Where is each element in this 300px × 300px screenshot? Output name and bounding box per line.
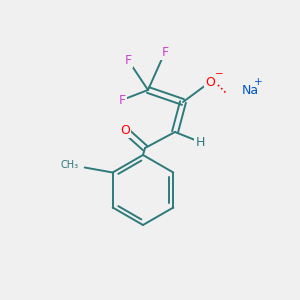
Text: +: +: [254, 77, 262, 87]
Text: F: F: [161, 46, 169, 59]
Text: Na: Na: [242, 83, 259, 97]
Text: O: O: [205, 76, 215, 88]
Text: F: F: [124, 53, 132, 67]
Text: O: O: [120, 124, 130, 136]
Text: F: F: [118, 94, 126, 106]
Text: −: −: [214, 69, 224, 79]
Text: H: H: [195, 136, 205, 148]
Text: CH₃: CH₃: [61, 160, 79, 170]
